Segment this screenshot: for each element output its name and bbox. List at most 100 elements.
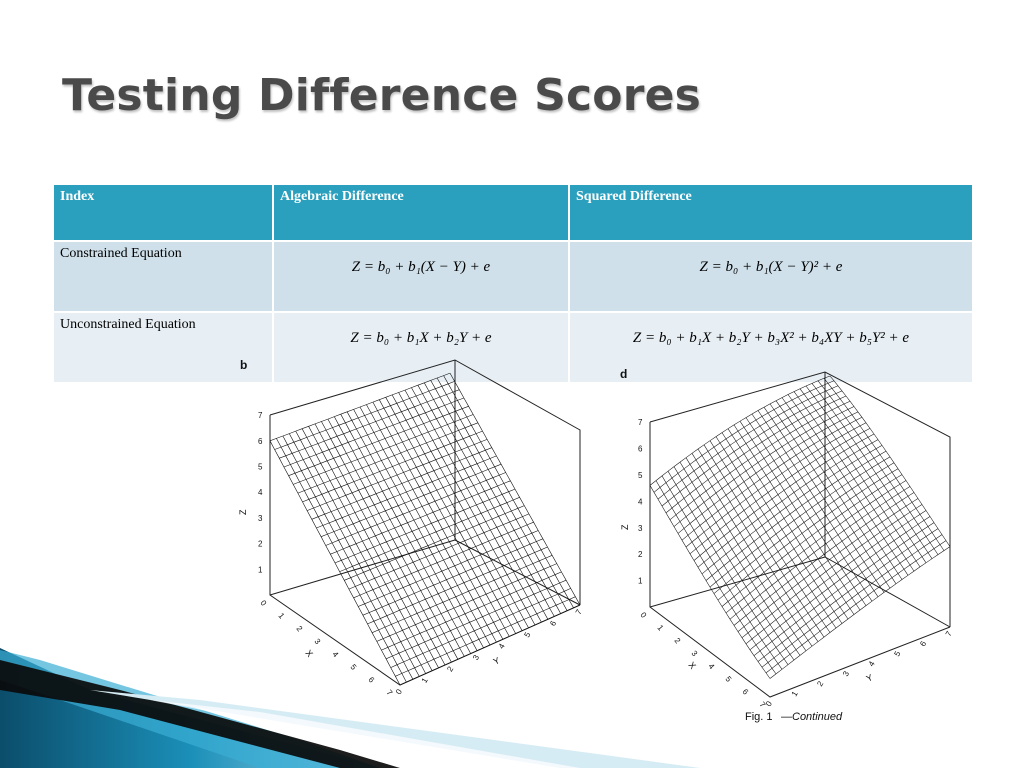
mesh-line <box>430 380 561 614</box>
z-tick-label: 5 <box>258 463 263 472</box>
mesh-line <box>693 433 875 561</box>
mesh-line <box>705 450 887 581</box>
mesh-line <box>269 440 401 686</box>
x-tick-label: 0 <box>638 611 648 621</box>
figure-b-y-axis-label: Y <box>492 655 502 667</box>
z-tick-label: 7 <box>258 411 263 420</box>
figure-d-panel-letter: d <box>620 367 627 381</box>
x-tick-label: 6 <box>740 687 750 697</box>
z-tick-label: 5 <box>638 471 643 480</box>
header-index: Index <box>52 183 274 242</box>
mesh-line <box>348 513 530 590</box>
z-tick-label: 2 <box>638 550 643 559</box>
mesh-line <box>653 380 835 493</box>
mesh-line <box>443 375 574 609</box>
y-tick-label: 4 <box>867 659 877 668</box>
mesh-line <box>697 439 879 568</box>
y-tick-label: 3 <box>471 653 481 662</box>
x-tick-label: 7 <box>757 700 767 710</box>
table-header-row: Index Algebraic Difference Squared Diffe… <box>52 183 974 242</box>
y-tick-label: 5 <box>522 630 532 639</box>
x-tick-label: 3 <box>689 649 699 659</box>
figure-b-mesh <box>269 372 581 686</box>
x-tick-label: 7 <box>384 688 394 698</box>
x-tick-label: 3 <box>312 637 322 647</box>
mesh-line <box>763 407 885 593</box>
mesh-line <box>372 401 504 640</box>
y-tick-label: 1 <box>790 689 800 698</box>
z-tick-label: 3 <box>258 514 263 523</box>
mesh-line <box>371 555 553 633</box>
x-tick-label: 2 <box>672 636 682 646</box>
figure-b-panel-letter: b <box>240 358 247 372</box>
mesh-line <box>713 462 895 594</box>
y-tick-label: 2 <box>815 679 825 688</box>
y-tick-label: 7 <box>574 607 584 616</box>
equation-unconstrained-squared: Z = b₀ + b₁X + b₂Y + b₃X² + b₄XY + b₅Y² … <box>568 311 974 384</box>
figure-b-z-axis-label: Z <box>238 509 248 515</box>
mesh-line <box>709 456 891 588</box>
mesh-line <box>769 546 951 679</box>
mesh-line <box>449 372 581 606</box>
header-algebraic-difference: Algebraic Difference <box>272 183 570 242</box>
mesh-line <box>745 510 927 645</box>
z-tick-label: 2 <box>258 540 263 549</box>
mesh-line <box>733 424 855 615</box>
mesh-line <box>741 504 923 638</box>
figure-b-x-axis-label: X <box>303 648 315 659</box>
difference-scores-table: Index Algebraic Difference Squared Diffe… <box>52 183 974 384</box>
mesh-line <box>823 378 945 551</box>
mesh-line <box>339 497 520 572</box>
mesh-line <box>344 505 525 581</box>
mesh-line <box>366 404 497 643</box>
equation-constrained-algebraic: Z = b₀ + b₁(X − Y) + e <box>272 240 570 313</box>
y-tick-label: 7 <box>944 629 954 638</box>
mesh-line <box>385 579 567 660</box>
x-tick-label: 5 <box>723 675 733 685</box>
y-tick-label: 5 <box>892 649 902 658</box>
mesh-line <box>381 571 562 651</box>
mesh-line <box>399 604 581 686</box>
x-tick-label: 5 <box>348 663 358 673</box>
z-tick-label: 4 <box>638 497 643 506</box>
x-tick-label: 4 <box>330 650 340 660</box>
mesh-line <box>391 394 523 631</box>
z-tick-label: 3 <box>638 524 643 533</box>
mesh-line <box>721 432 843 624</box>
mesh-line <box>424 382 555 617</box>
figure-d-z-axis-label: Z <box>620 524 630 530</box>
y-tick-label: 3 <box>841 669 851 678</box>
table-row: Constrained Equation Z = b₀ + b₁(X − Y) … <box>52 240 974 313</box>
header-squared-difference: Squared Difference <box>568 183 974 242</box>
row-label-constrained: Constrained Equation <box>52 240 274 313</box>
mesh-line <box>739 421 861 611</box>
caption-fig-label: Fig. 1 <box>745 711 773 723</box>
figure-d-y-axis-label: Y <box>865 672 875 684</box>
y-tick-label: 2 <box>445 664 455 673</box>
y-tick-label: 0 <box>764 699 774 708</box>
x-tick-label: 1 <box>276 611 286 621</box>
figure-d-x-axis-label: X <box>686 660 698 671</box>
mesh-line <box>757 528 939 662</box>
mesh-line <box>727 428 849 620</box>
mesh-line <box>376 563 557 642</box>
table-row: Unconstrained Equation Z = b₀ + b₁X + b₂… <box>52 311 974 384</box>
mesh-line <box>697 448 819 642</box>
equation-constrained-squared: Z = b₀ + b₁(X − Y)² + e <box>568 240 974 313</box>
mesh-line <box>685 422 867 548</box>
mesh-line <box>805 385 927 563</box>
mesh-line <box>395 596 576 677</box>
mesh-line <box>793 391 915 572</box>
x-tick-label: 4 <box>706 662 716 672</box>
z-tick-label: 1 <box>638 577 643 586</box>
mesh-line <box>390 588 571 668</box>
caption-continued: Continued <box>792 711 843 723</box>
mesh-line <box>359 406 491 646</box>
mesh-line <box>715 436 837 629</box>
slide-title: Testing Difference Scores <box>62 70 702 121</box>
mesh-line <box>761 534 943 668</box>
equation-unconstrained-algebraic: Z = b₀ + b₁X + b₂Y + e <box>272 311 570 384</box>
